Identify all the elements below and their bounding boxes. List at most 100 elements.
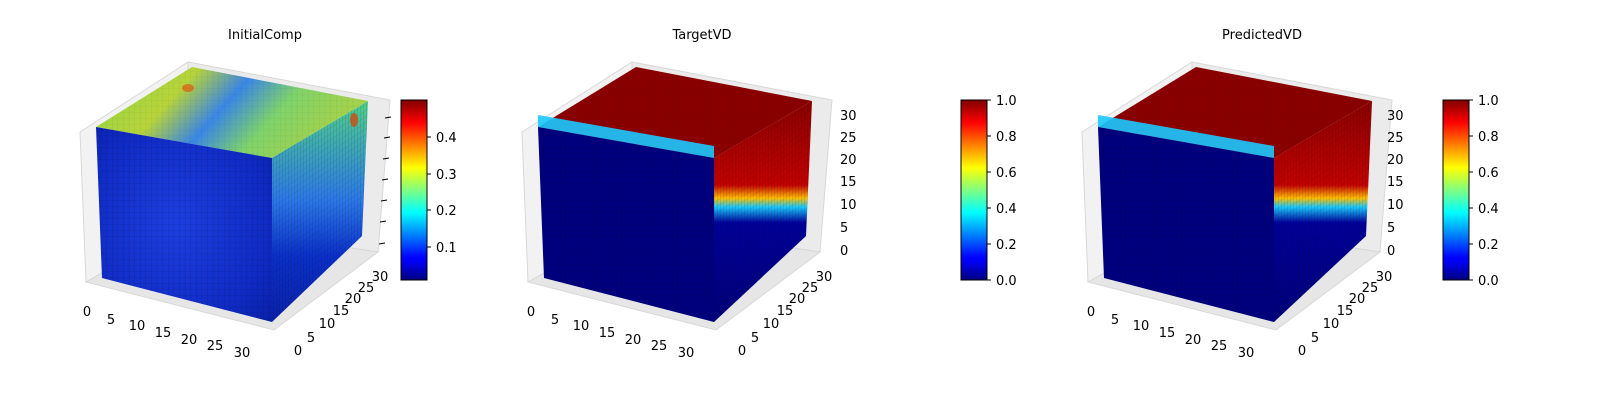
- cube-front-face-grid: [96, 127, 272, 322]
- colorbar: [400, 99, 428, 281]
- y-tick-label: 10: [763, 317, 780, 332]
- colorbar-tick-label: 0.4: [436, 131, 457, 146]
- x-tick-label: 15: [1159, 326, 1176, 341]
- z-axis-ticks: 0 5 10 15 20 25 30: [1387, 109, 1404, 259]
- colorbar-ticks: 0.0 0.2 0.4 0.6 0.8 1.0: [987, 94, 1017, 289]
- y-tick-label: 15: [1337, 304, 1354, 319]
- x-tick-label: 30: [234, 346, 251, 361]
- cube-front-face-grid: [538, 127, 714, 322]
- y-tick-label: 20: [1349, 292, 1366, 307]
- colorbar-tick-label: 0.0: [996, 274, 1017, 289]
- y-tick-label: 5: [307, 331, 315, 346]
- colorbar-tick-label: 0.2: [436, 204, 457, 219]
- panel-predictedvd: PredictedVD 0 5 10 15 20 25 30 0 5 10 15…: [1081, 28, 1499, 361]
- z-tick-label: 5: [840, 221, 848, 236]
- front-top-band: [538, 115, 714, 158]
- y-axis-ticks: 0 5 10 15 20 25 30: [294, 270, 388, 359]
- y-tick-label: 20: [789, 292, 806, 307]
- colorbar-tick-label: 0.6: [996, 166, 1017, 181]
- y-axis-ticks: 0 5 10 15 20 25 30: [1298, 270, 1392, 359]
- y-tick-label: 10: [319, 317, 336, 332]
- cube-side-face-grid: [1274, 101, 1372, 322]
- x-tick-label: 20: [625, 333, 642, 348]
- z-tick-label: 25: [840, 131, 857, 146]
- colorbar: [1442, 99, 1470, 281]
- cube-front-face-grid: [1098, 127, 1274, 322]
- panel-targetvd: TargetVD 0 5 10 15 20 25 30 0 5 10 15 20…: [521, 28, 1017, 361]
- x-tick-label: 5: [551, 313, 559, 328]
- y-tick-label: 25: [802, 281, 819, 296]
- hot-spot: [182, 84, 194, 92]
- x-tick-label: 25: [1211, 339, 1228, 354]
- y-tick-label: 25: [1362, 281, 1379, 296]
- z-axis-ticks: [378, 116, 392, 245]
- x-tick-label: 10: [573, 319, 590, 334]
- colorbar: [960, 99, 988, 281]
- x-tick-label: 30: [678, 346, 695, 361]
- x-tick-label: 5: [107, 313, 115, 328]
- z-tick-label: 5: [1387, 221, 1395, 236]
- panel-title: PredictedVD: [1222, 28, 1302, 43]
- y-tick-label: 15: [777, 304, 794, 319]
- x-tick-label: 25: [651, 339, 668, 354]
- cube-side-face-grid: [272, 101, 368, 322]
- x-axis-ticks: 0 5 10 15 20 25 30: [527, 305, 694, 361]
- panel-title: InitialComp: [228, 28, 302, 43]
- z-tick-label: 0: [1387, 244, 1395, 259]
- front-top-band: [1098, 115, 1274, 158]
- y-tick-label: 5: [1311, 331, 1319, 346]
- colorbar-tick-label: 0.8: [1478, 130, 1499, 145]
- colorbar-tick-label: 0.4: [996, 202, 1017, 217]
- y-tick-label: 15: [333, 304, 350, 319]
- y-tick-label: 0: [294, 344, 302, 359]
- x-tick-label: 15: [599, 326, 616, 341]
- z-tick-label: 10: [840, 198, 857, 213]
- x-tick-label: 20: [1185, 333, 1202, 348]
- panel-title: TargetVD: [671, 28, 731, 43]
- y-tick-label: 30: [816, 270, 833, 285]
- y-tick-label: 25: [358, 281, 375, 296]
- x-tick-label: 25: [207, 339, 224, 354]
- z-axis-ticks: 0 5 10 15 20 25 30: [840, 109, 857, 259]
- y-tick-label: 30: [1376, 270, 1393, 285]
- x-axis-ticks: 0 5 10 15 20 25 30: [1087, 305, 1254, 361]
- x-tick-label: 0: [1087, 305, 1095, 320]
- z-tick-label: 15: [840, 175, 857, 190]
- colorbar-tick-label: 0.1: [436, 241, 457, 256]
- colorbar-ticks: 0.1 0.2 0.3 0.4: [427, 131, 457, 256]
- x-tick-label: 10: [129, 319, 146, 334]
- y-axis-ticks: 0 5 10 15 20 25 30: [738, 270, 832, 359]
- cube-top-face-grid: [96, 67, 368, 158]
- colorbar-ticks: 0.0 0.2 0.4 0.6 0.8 1.0: [1469, 94, 1499, 289]
- colorbar-tick-label: 1.0: [1478, 94, 1499, 109]
- x-tick-label: 10: [1133, 319, 1150, 334]
- colorbar-tick-label: 0.3: [436, 168, 457, 183]
- hot-spot: [350, 113, 358, 127]
- colorbar-tick-label: 0.2: [1478, 238, 1499, 253]
- panel-initialcomp: InitialComp 0 5 10 15 20 25 30 0 5 10 15: [79, 28, 457, 361]
- x-tick-label: 5: [1111, 313, 1119, 328]
- z-tick-label: 30: [840, 109, 857, 124]
- colorbar-tick-label: 0.2: [996, 238, 1017, 253]
- z-tick-label: 25: [1387, 131, 1404, 146]
- y-tick-label: 5: [751, 331, 759, 346]
- z-tick-label: 20: [840, 153, 857, 168]
- x-tick-label: 0: [83, 305, 91, 320]
- y-tick-label: 0: [738, 344, 746, 359]
- z-tick-label: 20: [1387, 153, 1404, 168]
- colorbar-tick-label: 0.6: [1478, 166, 1499, 181]
- y-tick-label: 30: [372, 270, 389, 285]
- x-tick-label: 30: [1238, 346, 1255, 361]
- colorbar-tick-label: 0.8: [996, 130, 1017, 145]
- z-tick-label: 10: [1387, 198, 1404, 213]
- colorbar-tick-label: 1.0: [996, 94, 1017, 109]
- colorbar-tick-label: 0.4: [1478, 202, 1499, 217]
- cube-side-face-grid: [714, 101, 812, 322]
- x-tick-label: 20: [181, 333, 198, 348]
- y-tick-label: 20: [345, 292, 362, 307]
- z-tick-label: 0: [840, 244, 848, 259]
- colorbar-tick-label: 0.0: [1478, 274, 1499, 289]
- z-tick-label: 30: [1387, 109, 1404, 124]
- y-tick-label: 0: [1298, 344, 1306, 359]
- y-tick-label: 10: [1323, 317, 1340, 332]
